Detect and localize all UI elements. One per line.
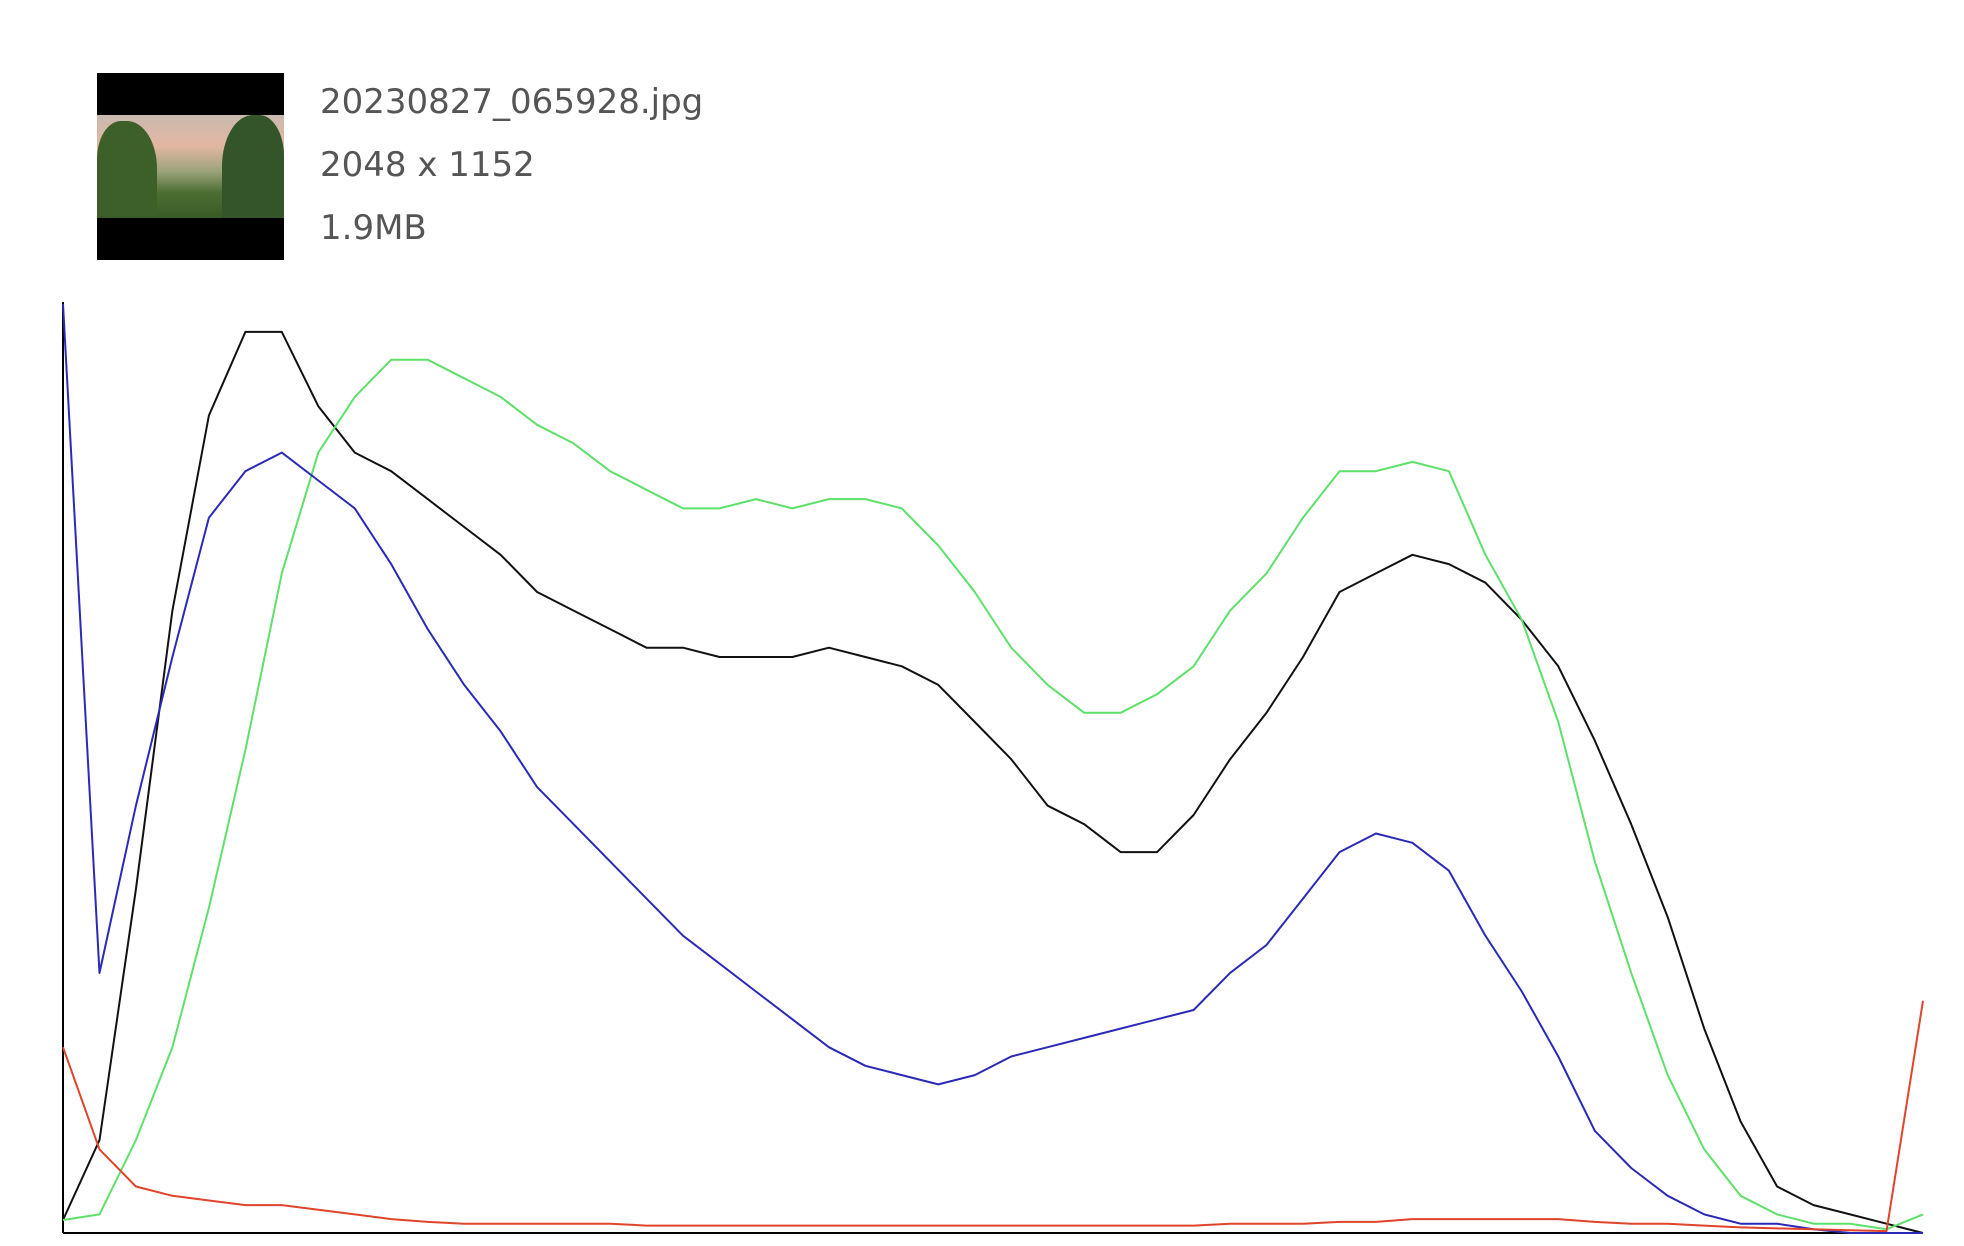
histogram-line [62,303,1923,1234]
thumbnail-tree [97,121,157,216]
thumbnail-tree [222,115,284,218]
histogram-line [62,1000,1924,1233]
file-dimensions: 2048 x 1152 [320,145,535,185]
thumbnail [97,73,284,260]
file-name: 20230827_065928.jpg [320,82,704,122]
file-size: 1.9MB [320,208,427,248]
histogram-line [62,330,1924,1234]
histogram-line [62,358,1924,1231]
